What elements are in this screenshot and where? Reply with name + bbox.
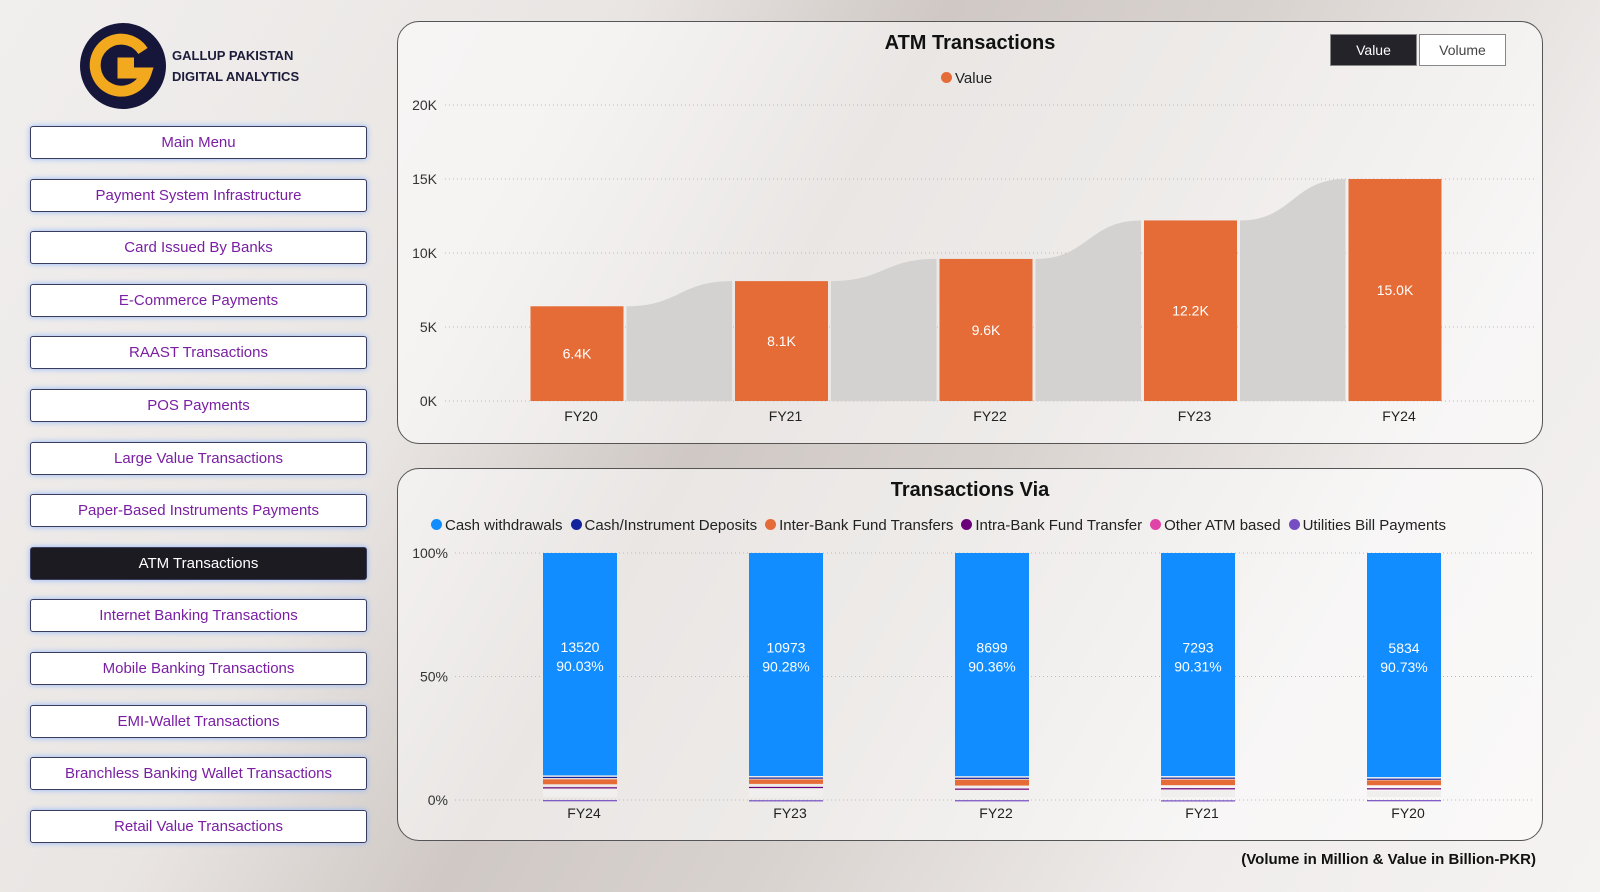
nav-button-e-commerce-payments[interactable]: E-Commerce Payments — [30, 283, 367, 317]
bar-FY21 — [735, 281, 828, 401]
nav-button-payment-system-infrastructure[interactable]: Payment System Infrastructure — [30, 178, 367, 212]
ribbon — [831, 258, 937, 401]
ribbon — [1035, 220, 1141, 401]
ribbon — [626, 281, 732, 401]
legend-item[interactable]: Cash/Instrument Deposits — [570, 517, 758, 534]
nav-button-label: Large Value Transactions — [114, 449, 283, 467]
nav-button-label: Paper-Based Instruments Payments — [78, 502, 319, 520]
y-tick-label: 0K — [420, 393, 438, 409]
legend-label: Inter-Bank Fund Transfers — [779, 517, 954, 534]
legend-dot — [1150, 519, 1162, 530]
nav-button-label: Retail Value Transactions — [114, 817, 283, 835]
gallup-logo-icon — [80, 23, 166, 109]
x-tick-label: FY24 — [1382, 408, 1416, 424]
x-tick-label: FY21 — [769, 408, 803, 424]
y-tick-label: 5K — [420, 319, 438, 335]
legend-dot — [1288, 519, 1300, 530]
ribbon — [1240, 179, 1346, 401]
y-tick-label: 10K — [412, 245, 438, 261]
nav-button-paper-based-instruments-payments[interactable]: Paper-Based Instruments Payments — [30, 494, 367, 528]
transactions-via-panel: Transactions Via Cash withdrawals Cash/In… — [397, 468, 1543, 841]
nav-button-atm-transactions[interactable]: ATM Transactions — [30, 546, 367, 580]
nav-button-internet-banking-transactions[interactable]: Internet Banking Transactions — [30, 599, 367, 633]
logo-line2: DIGITAL ANALYTICS — [172, 69, 300, 84]
x-tick-label: FY22 — [973, 408, 1007, 424]
legend-dot — [431, 519, 442, 530]
data-label: 12.2K — [1172, 303, 1209, 319]
legend-dot — [570, 519, 582, 530]
sidebar-nav: Main Menu Payment System Infrastructure Ca… — [30, 126, 367, 862]
nav-button-raast-transactions[interactable]: RAAST Transactions — [30, 336, 367, 370]
legend-item[interactable]: Other ATM based — [1150, 517, 1281, 534]
nav-button-label: Branchless Banking Wallet Transactions — [64, 765, 333, 783]
bar-FY23 — [1144, 220, 1237, 401]
nav-button-label: EMI-Wallet Transactions — [117, 712, 280, 730]
logo-line1: GALLUP PAKISTAN — [172, 48, 294, 63]
nav-button-mobile-banking-transactions[interactable]: Mobile Banking Transactions — [30, 651, 367, 685]
legend-dot — [765, 519, 777, 530]
nav-button-branchless-banking-wallet-transactions[interactable]: Branchless Banking Wallet Transactions — [30, 757, 367, 791]
legend-label: Utilities Bill Payments — [1302, 517, 1446, 534]
chart-legend: Cash withdrawals Cash/Instrument Deposits… — [431, 517, 1446, 534]
nav-button-retail-value-transactions[interactable]: Retail Value Transactions — [30, 809, 367, 843]
chart-legend: Value — [941, 70, 992, 87]
nav-button-label: RAAST Transactions — [129, 344, 268, 362]
nav-button-emi-wallet-transactions[interactable]: EMI-Wallet Transactions — [30, 704, 367, 738]
nav-button-label: Mobile Banking Transactions — [102, 659, 295, 677]
chart-title: Transactions Via — [890, 479, 1050, 501]
legend-label: Cash withdrawals — [445, 517, 563, 534]
legend-label: Cash/Instrument Deposits — [584, 517, 758, 534]
legend-item-value[interactable]: Value — [941, 70, 992, 87]
data-label: 15.0K — [1377, 282, 1414, 298]
nav-button-label: POS Payments — [147, 396, 250, 414]
legend-label: Intra-Bank Fund Transfer — [975, 517, 1143, 534]
nav-button-label: Internet Banking Transactions — [99, 607, 298, 625]
bar-FY20 — [530, 306, 624, 401]
nav-button-main-menu[interactable]: Main Menu — [30, 126, 367, 159]
x-tick-label: FY23 — [1178, 408, 1212, 424]
nav-button-label: E-Commerce Payments — [118, 291, 279, 309]
legend-item[interactable]: Inter-Bank Fund Transfers — [765, 517, 953, 534]
nav-button-label: ATM Transactions — [138, 554, 259, 572]
logo: GALLUP PAKISTAN DIGITAL ANALYTICS — [80, 23, 299, 109]
y-tick-label: 20K — [412, 97, 438, 113]
bar-FY24 — [1348, 179, 1442, 401]
nav-button-label: Card Issued By Banks — [124, 239, 273, 257]
y-tick-label: 15K — [412, 171, 438, 187]
nav-button-large-value-transactions[interactable]: Large Value Transactions — [30, 441, 367, 475]
legend-item[interactable]: Intra-Bank Fund Transfer — [961, 517, 1142, 534]
nav-button-label: Payment System Infrastructure — [95, 186, 302, 204]
data-label: 9.6K — [972, 322, 1001, 338]
data-label: 6.4K — [563, 346, 592, 362]
data-label: 8.1K — [767, 333, 796, 349]
x-tick-label: FY20 — [564, 408, 598, 424]
legend-dot — [961, 519, 973, 530]
nav-button-label: Main Menu — [161, 134, 236, 151]
chart-title: ATM Transactions — [884, 32, 1056, 54]
legend-item[interactable]: Utilities Bill Payments — [1288, 517, 1446, 534]
legend-item[interactable]: Cash withdrawals — [431, 517, 563, 534]
legend-label: Other ATM based — [1164, 517, 1281, 534]
value-toggle-button[interactable]: Value — [1330, 34, 1417, 66]
volume-toggle-button[interactable]: Volume — [1419, 34, 1506, 66]
nav-button-card-issued-by-banks[interactable]: Card Issued By Banks — [30, 231, 367, 265]
nav-button-pos-payments[interactable]: POS Payments — [30, 388, 367, 422]
units-footnote: (Volume in Million & Value in Billion-PK… — [1241, 851, 1536, 868]
bar-FY22 — [939, 258, 1033, 401]
